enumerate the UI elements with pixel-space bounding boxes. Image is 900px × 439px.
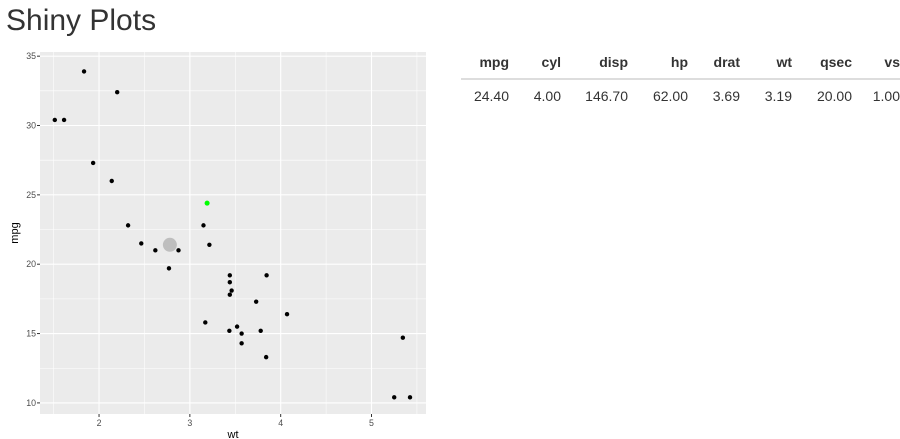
data-point[interactable] [239,341,244,346]
table-header-qsec: qsec [792,50,852,80]
table-cell-mpg: 24.40 [473,88,509,104]
table-cell-qsec: 20.00 [816,88,852,104]
data-point[interactable] [90,160,96,166]
y-tick-label: 15 [26,329,36,339]
data-point[interactable] [400,335,406,340]
data-point[interactable] [81,69,87,74]
data-point[interactable] [227,328,232,333]
table-row: 24.40 4.00 146.70 62.00 3.69 3.19 20.00 … [461,79,900,110]
data-point[interactable] [253,299,259,304]
plot-panel[interactable] [40,52,426,414]
data-point[interactable] [153,248,158,253]
grid-minor-lines [40,52,426,414]
data-point[interactable] [139,241,144,246]
x-axis-ticks: 2 3 4 5 [97,414,374,428]
table-header-vs: vs [852,50,900,80]
data-table: mpg cyl disp hp drat wt qsec vs 24.40 4.… [461,50,900,110]
data-point[interactable] [203,320,208,325]
data-point[interactable] [176,248,181,253]
x-tick-label: 2 [97,418,102,428]
x-tick-label: 5 [369,418,374,428]
x-tick-label: 3 [187,418,192,428]
data-point[interactable] [264,273,269,278]
data-point[interactable] [227,292,233,297]
table-header-disp: disp [561,50,628,80]
hover-point[interactable] [162,237,177,252]
data-point[interactable] [284,311,290,317]
data-point[interactable] [392,395,397,400]
grid-major-lines [40,52,426,414]
table-cell-hp: 62.00 [652,88,688,104]
data-point[interactable] [61,117,67,123]
y-tick-label: 35 [26,51,36,61]
table-cell-disp: 146.70 [585,88,628,104]
data-point[interactable] [234,324,240,329]
y-tick-label: 10 [26,398,36,408]
table-header-drat: drat [688,50,740,80]
data-point[interactable] [125,223,131,228]
data-point[interactable] [407,395,413,400]
data-table-container: mpg cyl disp hp drat wt qsec vs 24.40 4.… [461,50,900,110]
table-header-row: mpg cyl disp hp drat wt qsec vs [461,50,900,80]
selected-point[interactable] [204,200,210,206]
table-header-cyl: cyl [509,50,561,80]
data-point[interactable] [109,178,114,184]
y-tick-label: 20 [26,259,36,269]
data-point[interactable] [227,280,233,285]
table-header-hp: hp [628,50,688,80]
data-point[interactable] [115,90,120,95]
page-title: Shiny Plots [6,4,157,37]
data-point[interactable] [52,117,58,123]
data-point[interactable] [258,328,263,333]
data-point[interactable] [166,266,172,271]
x-axis-title: wt [227,429,239,439]
y-tick-label: 25 [26,190,36,200]
table-cell-wt: 3.19 [764,88,792,104]
data-point[interactable] [229,288,234,293]
y-tick-label: 30 [26,121,36,131]
data-point[interactable] [201,223,206,228]
y-axis-title: mpg [9,222,21,243]
data-point[interactable] [207,242,212,247]
highlighted-points [162,200,210,252]
y-axis-ticks: 10 15 20 25 30 35 [26,51,40,408]
scatter-plot-container[interactable]: 10 15 20 25 30 35 2 3 4 5 wt mpg [0,44,440,439]
table-header-wt: wt [740,50,792,80]
scatter-plot[interactable]: 10 15 20 25 30 35 2 3 4 5 wt mpg [0,44,440,439]
table-cell-vs: 1.00 [872,88,900,104]
table-cell-drat: 3.69 [712,88,740,104]
data-point[interactable] [263,354,269,360]
data-point[interactable] [227,273,233,278]
data-points [52,69,413,400]
data-point[interactable] [239,331,244,336]
x-tick-label: 4 [278,418,283,428]
table-header-mpg: mpg [461,50,509,80]
table-cell-cyl: 4.00 [533,88,561,104]
